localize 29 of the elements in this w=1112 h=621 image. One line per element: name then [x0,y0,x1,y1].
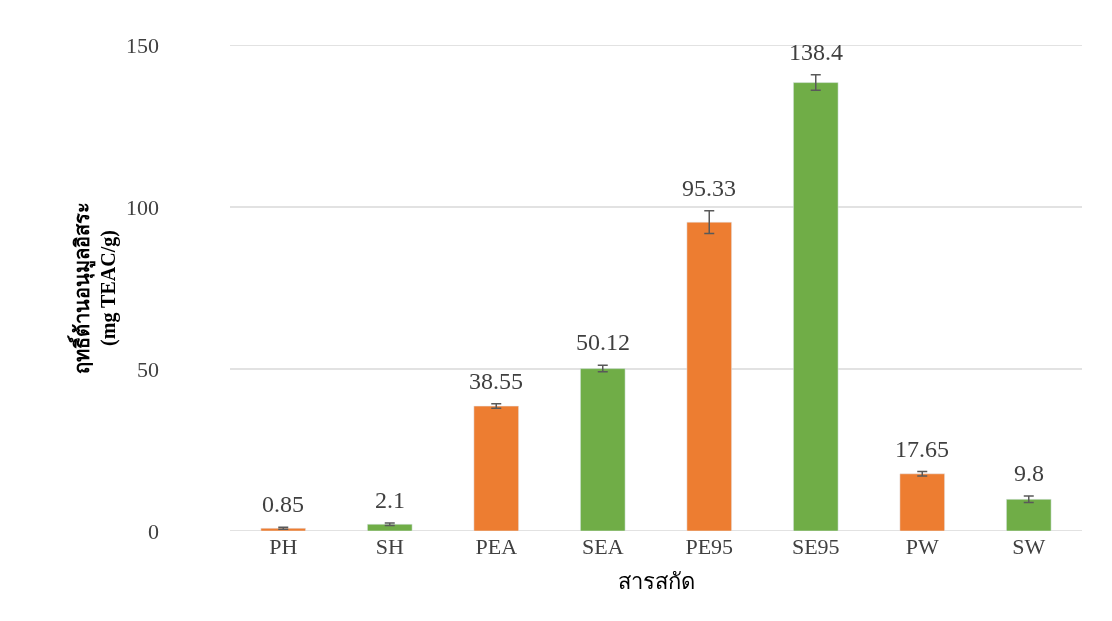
data-label: 50.12 [576,329,630,355]
x-tick-label: SEA [581,534,624,559]
x-axis-title: สารสกัด [617,568,695,594]
x-tick-label: PEA [475,534,518,559]
data-label: 95.33 [682,175,736,201]
data-label: 38.55 [469,368,523,394]
x-tick-label: PW [905,534,939,559]
y-tick-label: 0 [148,518,159,544]
y-tick-label: 150 [126,32,159,58]
bar [367,523,413,531]
bar [473,405,519,531]
data-label: 2.1 [375,487,405,513]
data-label: 0.85 [262,491,304,517]
x-tick-label: PH [269,534,298,559]
y-tick-label: 100 [126,194,159,220]
bar [1006,499,1052,531]
data-label: 138.4 [789,39,843,65]
x-tick-label: SW [1012,534,1046,559]
data-label: 9.8 [1014,460,1044,486]
bar [580,368,626,531]
x-tick-label: SH [375,534,404,559]
bar [686,221,732,531]
x-tick-label: SE95 [791,534,840,559]
x-tick-label: PE95 [685,534,734,559]
y-axis-title: ฤทธิ์ต้านอนุมูลอิสระ (mg TEAC/g) [66,202,120,374]
data-label: 17.65 [895,436,949,462]
bar [793,82,839,531]
bar [899,473,945,531]
y-tick-label: 50 [137,356,159,382]
